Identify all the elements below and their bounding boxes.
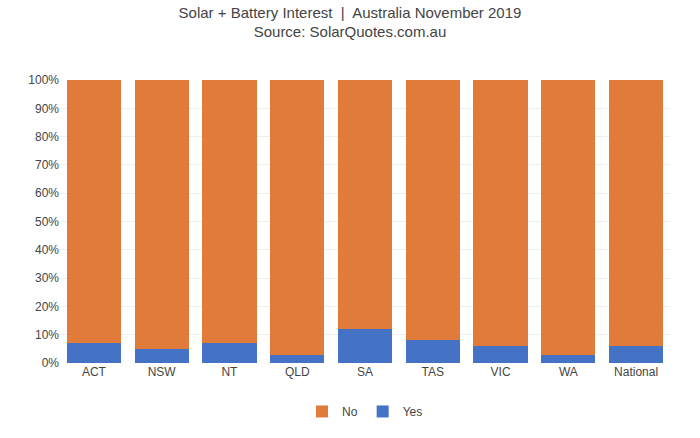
svg-text:70%: 70% bbox=[35, 158, 59, 172]
svg-text:90%: 90% bbox=[35, 102, 59, 116]
svg-text:NT: NT bbox=[221, 365, 238, 379]
svg-text:NSW: NSW bbox=[148, 365, 177, 379]
svg-text:TAS: TAS bbox=[422, 365, 444, 379]
svg-text:40%: 40% bbox=[35, 243, 59, 257]
svg-text:100%: 100% bbox=[28, 73, 59, 87]
svg-text:Yes: Yes bbox=[403, 405, 423, 419]
svg-text:10%: 10% bbox=[35, 328, 59, 342]
svg-text:50%: 50% bbox=[35, 215, 59, 229]
svg-text:VIC: VIC bbox=[491, 365, 511, 379]
svg-text:QLD: QLD bbox=[285, 365, 310, 379]
svg-text:SA: SA bbox=[357, 365, 373, 379]
svg-text:80%: 80% bbox=[35, 130, 59, 144]
svg-text:No: No bbox=[342, 405, 358, 419]
svg-text:National: National bbox=[614, 365, 658, 379]
svg-text:30%: 30% bbox=[35, 271, 59, 285]
svg-text:0%: 0% bbox=[42, 356, 60, 370]
svg-text:WA: WA bbox=[559, 365, 578, 379]
svg-text:ACT: ACT bbox=[82, 365, 107, 379]
svg-text:60%: 60% bbox=[35, 186, 59, 200]
svg-text:Solar + Battery Interest | A: Solar + Battery Interest | Australia Nov… bbox=[179, 4, 522, 41]
svg-text:20%: 20% bbox=[35, 300, 59, 314]
